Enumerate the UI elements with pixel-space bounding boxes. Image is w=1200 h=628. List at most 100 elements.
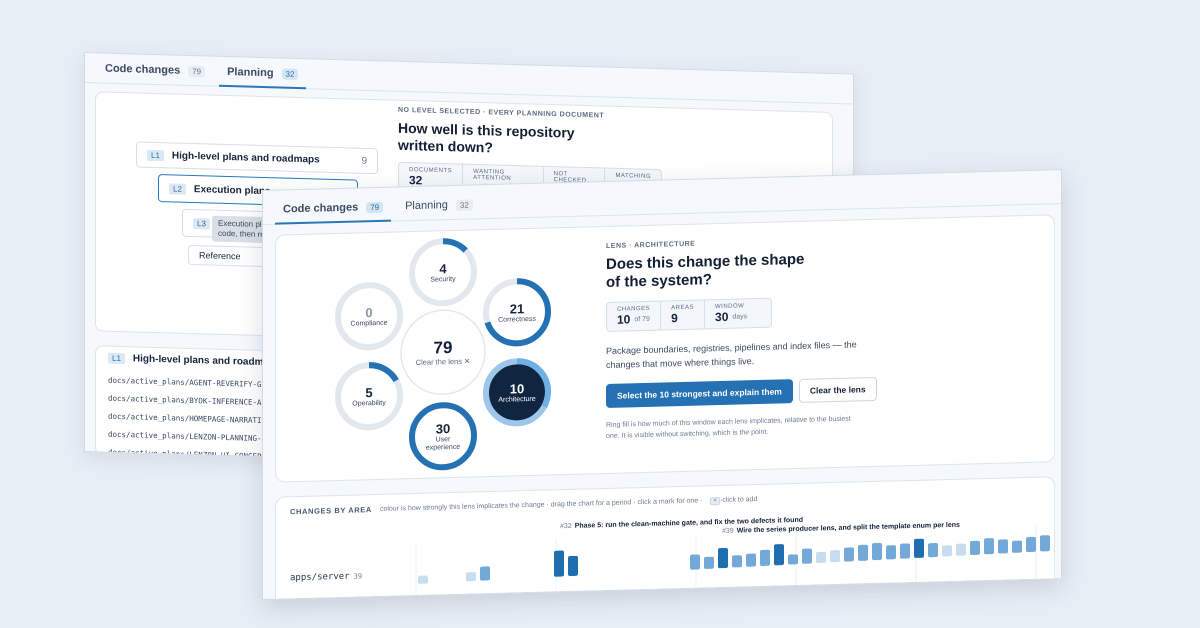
change-mark[interactable] bbox=[418, 575, 428, 584]
code-changes-window: Code changes 79 Planning 32 4 Security 0… bbox=[262, 169, 1062, 600]
ring-value: 4 bbox=[439, 260, 447, 276]
change-mark[interactable] bbox=[788, 554, 798, 565]
ring-label: Operability bbox=[352, 399, 386, 408]
lens-ring-security[interactable]: 4 Security bbox=[408, 236, 478, 308]
lens-description: Package boundaries, registries, pipeline… bbox=[606, 339, 857, 370]
change-mark[interactable] bbox=[760, 549, 770, 566]
center-ring-outline bbox=[400, 309, 486, 396]
change-mark[interactable] bbox=[554, 550, 564, 577]
ring-value: 30 bbox=[435, 420, 451, 436]
stat-suffix: of 79 bbox=[634, 315, 650, 323]
stat-suffix: days bbox=[732, 312, 748, 321]
change-mark[interactable] bbox=[1040, 535, 1050, 552]
stat-areas: AREAS 9 bbox=[661, 300, 706, 330]
ring-fill-arc bbox=[335, 362, 403, 431]
change-mark[interactable] bbox=[816, 551, 826, 564]
change-mark[interactable] bbox=[690, 554, 700, 570]
change-mark[interactable] bbox=[956, 543, 966, 556]
change-mark[interactable] bbox=[1012, 540, 1022, 553]
change-mark[interactable] bbox=[858, 544, 868, 561]
change-strip-svg[interactable] bbox=[276, 477, 1055, 600]
lens-detail: LENS · ARCHITECTURE Does this change the… bbox=[606, 235, 906, 442]
ring-value: 10 bbox=[509, 380, 525, 397]
tab-count: 32 bbox=[281, 68, 299, 80]
tab-planning[interactable]: Planning 32 bbox=[219, 66, 306, 88]
change-mark[interactable] bbox=[746, 553, 756, 567]
change-mark[interactable] bbox=[1026, 536, 1036, 553]
center-ring-svg bbox=[400, 309, 486, 396]
change-mark[interactable] bbox=[732, 555, 742, 568]
change-mark[interactable] bbox=[900, 543, 910, 559]
lens-ring-compliance[interactable]: 0 Compliance bbox=[334, 280, 404, 352]
ring-fill-arc bbox=[483, 278, 551, 347]
page-title: How well is this repository written down… bbox=[398, 119, 575, 156]
ring-label: User experience bbox=[425, 435, 461, 452]
changes-by-area-chart[interactable]: CHANGES BY AREA colour is how strongly t… bbox=[275, 476, 1055, 600]
ring-track-svg bbox=[335, 362, 403, 431]
select-strongest-button[interactable]: Select the 10 strongest and explain them bbox=[606, 379, 793, 408]
change-mark[interactable] bbox=[480, 566, 490, 581]
change-mark[interactable] bbox=[704, 556, 714, 569]
change-mark[interactable] bbox=[942, 545, 952, 557]
change-mark[interactable] bbox=[568, 555, 578, 576]
lens-panel: 4 Security 0 Compliance 21 Correctness 7… bbox=[275, 214, 1055, 483]
tab-label: Planning bbox=[227, 65, 274, 80]
level-badge: L2 bbox=[169, 182, 186, 195]
ring-track-svg bbox=[335, 282, 403, 351]
tab-code-changes[interactable]: Code changes 79 bbox=[275, 201, 391, 224]
stat-window: WINDOW 30 days bbox=[705, 299, 757, 328]
tab-count: 79 bbox=[366, 201, 384, 213]
change-mark[interactable] bbox=[998, 539, 1008, 554]
tree-node-label: Reference bbox=[199, 250, 241, 262]
ring-track-svg bbox=[409, 238, 477, 307]
change-mark[interactable] bbox=[774, 544, 784, 566]
change-mark[interactable] bbox=[970, 540, 980, 556]
lens-ring-operability[interactable]: 5 Operability bbox=[334, 360, 404, 432]
tree-node-l1[interactable]: L1 High-level plans and roadmaps 9 bbox=[136, 141, 378, 175]
tab-code-changes[interactable]: Code changes 79 bbox=[97, 62, 213, 85]
tab-planning[interactable]: Planning 32 bbox=[397, 198, 481, 220]
lens-ring-correctness[interactable]: 21 Correctness bbox=[482, 276, 552, 348]
ring-fill-note: Ring fill is how much of this window eac… bbox=[606, 415, 851, 440]
lens-ring-user-experience[interactable]: 30 User experience bbox=[408, 400, 478, 472]
eyebrow: LENS · ARCHITECTURE bbox=[606, 240, 696, 250]
eyebrow: NO LEVEL SELECTED · EVERY PLANNING DOCUM… bbox=[398, 106, 605, 120]
stats-strip: CHANGES 10 of 79 AREAS 9 WINDOW 30 days bbox=[606, 297, 772, 332]
change-mark[interactable] bbox=[872, 542, 882, 561]
ring-fill-arc bbox=[483, 358, 551, 427]
clear-lens-button[interactable]: Clear the lens bbox=[798, 376, 877, 403]
level-badge: L1 bbox=[147, 149, 164, 161]
clear-lens-ring[interactable]: 79 Clear the lens ✕ bbox=[400, 308, 486, 396]
stat-changes: CHANGES 10 of 79 bbox=[607, 301, 662, 331]
change-mark[interactable] bbox=[830, 550, 840, 563]
change-mark[interactable] bbox=[802, 548, 812, 564]
ring-track bbox=[335, 282, 403, 351]
tab-count: 32 bbox=[455, 198, 473, 211]
lens-ring-architecture[interactable]: 10 Architecture bbox=[482, 356, 552, 428]
ring-label: Architecture bbox=[498, 395, 536, 404]
change-mark[interactable] bbox=[844, 547, 854, 562]
ring-track-svg bbox=[483, 278, 551, 347]
page-title: Does this change the shape of the system… bbox=[606, 250, 805, 291]
stat-value: 30 bbox=[715, 309, 729, 325]
ring-label: Compliance bbox=[350, 319, 388, 328]
list-title: High-level plans and roadmaps bbox=[132, 353, 281, 369]
change-mark[interactable] bbox=[928, 543, 938, 558]
tab-count: 79 bbox=[188, 65, 206, 77]
change-mark[interactable] bbox=[984, 538, 994, 555]
tree-node-label: Execution plans bbox=[193, 183, 271, 197]
stat-value: 10 bbox=[617, 312, 631, 327]
level-badge: L3 bbox=[193, 217, 210, 230]
ring-value: 0 bbox=[365, 304, 373, 320]
ring-track-svg bbox=[483, 358, 551, 427]
tab-label: Code changes bbox=[105, 62, 181, 77]
change-mark[interactable] bbox=[466, 572, 476, 582]
change-mark[interactable] bbox=[914, 538, 924, 558]
ring-fill-arc bbox=[409, 402, 477, 471]
change-mark[interactable] bbox=[718, 547, 728, 569]
change-mark[interactable] bbox=[886, 545, 896, 560]
ring-fill-arc bbox=[409, 238, 477, 307]
total-changes-value: 79 bbox=[433, 338, 453, 358]
stat-value: 9 bbox=[671, 311, 678, 326]
ring-value: 21 bbox=[509, 300, 525, 317]
